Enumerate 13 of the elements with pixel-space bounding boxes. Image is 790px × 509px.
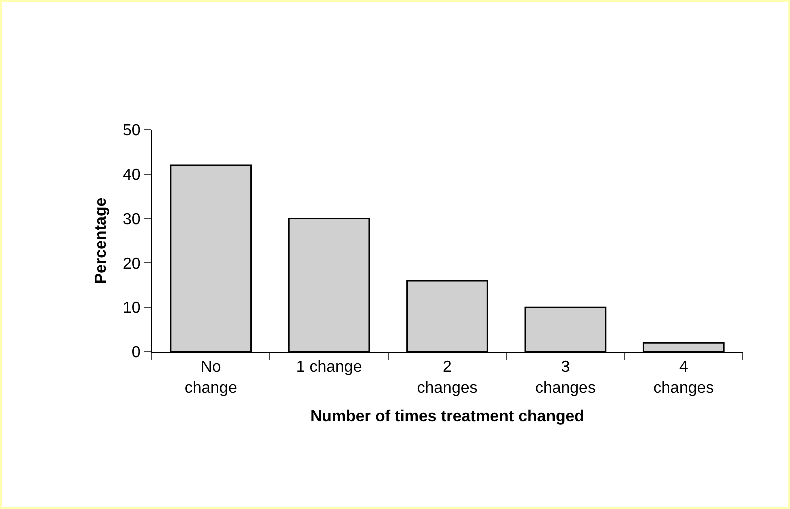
x-tick-label: 3 changes <box>535 359 596 397</box>
y-tick-label: 50 <box>123 122 141 140</box>
x-tick-label: No change <box>184 359 238 397</box>
y-tick-label: 30 <box>123 211 141 228</box>
y-tick-label: 0 <box>132 344 141 362</box>
x-tick-label: 4 changes <box>654 359 714 397</box>
x-axis-title: Number of times treatment changed <box>310 408 584 426</box>
y-tick-label: 40 <box>123 167 141 184</box>
x-tick-label: 1 change <box>296 359 362 376</box>
x-tick-label: 2 changes <box>417 359 478 397</box>
y-tick-label: 10 <box>123 300 141 318</box>
y-axis-title: Percentage <box>92 198 110 284</box>
y-tick-label: 20 <box>123 256 141 273</box>
